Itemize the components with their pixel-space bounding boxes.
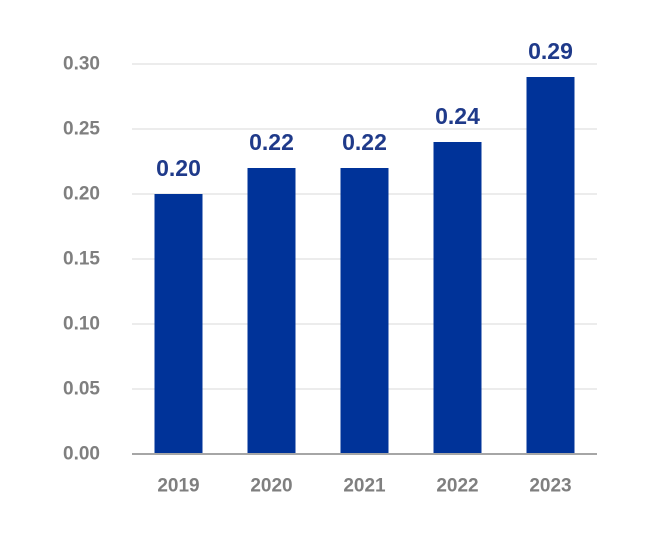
y-tick-label: 0.15 (63, 249, 100, 270)
bar-2020 (247, 168, 296, 454)
bar-2019 (154, 194, 203, 454)
x-tick-label: 2021 (343, 476, 386, 497)
y-tick-label: 0.00 (63, 444, 100, 465)
x-axis-tick-labels: 2019 2020 2021 2022 2023 (157, 476, 571, 497)
bar-data-labels: 0.20 0.22 0.22 0.24 0.29 (156, 38, 573, 181)
y-tick-label: 0.30 (63, 54, 100, 75)
bar-2022 (433, 142, 482, 454)
x-tick-label: 2022 (436, 476, 478, 497)
y-tick-label: 0.20 (63, 184, 100, 205)
bar-data-label: 0.29 (528, 38, 573, 64)
y-axis-tick-labels: 0.00 0.05 0.10 0.15 0.20 0.25 0.30 (63, 54, 100, 465)
bars (154, 77, 575, 454)
y-tick-label: 0.05 (63, 379, 100, 400)
x-tick-label: 2019 (157, 476, 199, 497)
y-tick-label: 0.10 (63, 314, 100, 335)
bar-2023 (526, 77, 575, 454)
x-tick-label: 2020 (250, 476, 292, 497)
bar-data-label: 0.22 (342, 129, 387, 155)
x-tick-label: 2023 (529, 476, 571, 497)
bar-2021 (340, 168, 389, 454)
bar-data-label: 0.24 (435, 103, 480, 129)
bar-data-label: 0.20 (156, 155, 201, 181)
y-tick-label: 0.25 (63, 119, 100, 140)
bar-data-label: 0.22 (249, 129, 294, 155)
